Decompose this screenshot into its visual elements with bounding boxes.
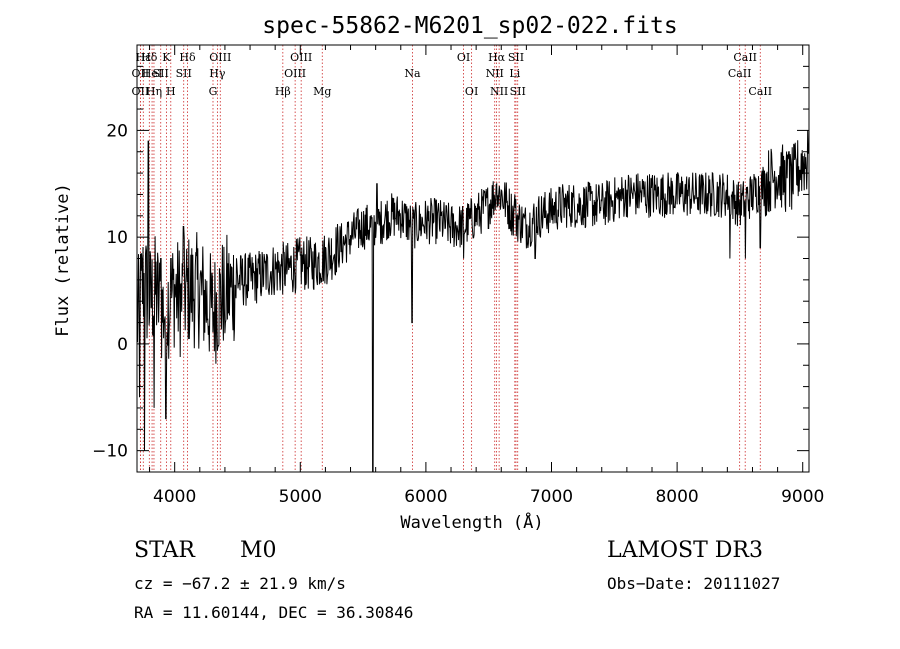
line-label: SII [176, 67, 192, 80]
y-tick-label: 10 [106, 228, 128, 248]
x-tick-label: 9000 [781, 487, 824, 507]
line-label: Mg [313, 85, 331, 98]
coordinates: RA = 11.60144, DEC = 36.30846 [134, 603, 414, 622]
line-label: NII [486, 67, 504, 80]
redshift-cz: cz = −67.2 ± 21.9 km/s [134, 574, 346, 593]
x-tick-label: 8000 [655, 487, 698, 507]
x-axis-label: Wavelength (Å) [400, 511, 543, 533]
line-label: Hα [488, 51, 506, 64]
y-axis: −10 0 10 20 [92, 44, 809, 473]
line-label: Hγ [209, 67, 226, 80]
line-label: Hε [136, 51, 152, 64]
line-label: CaII [728, 67, 752, 80]
line-label: OIII [284, 67, 306, 80]
line-label: CaII [748, 85, 772, 98]
x-tick-label: 5000 [279, 487, 322, 507]
line-label: Hη [146, 85, 162, 98]
line-label: Li [509, 67, 520, 80]
y-tick-label: −10 [92, 442, 128, 462]
x-tick-label: 6000 [404, 487, 447, 507]
line-label: NII [490, 85, 508, 98]
line-label: OII [132, 85, 150, 98]
line-label: OI [457, 51, 470, 64]
line-label: SII [153, 67, 169, 80]
object-class: STAR [134, 538, 195, 563]
x-tick-label: 4000 [153, 487, 196, 507]
line-label: Hδ [141, 51, 158, 64]
x-axis: 4000 5000 6000 7000 8000 9000 [149, 45, 824, 507]
line-label: H [166, 85, 176, 98]
line-label: Hβ [275, 85, 291, 98]
spectrum-line [136, 130, 809, 473]
survey-name: LAMOST DR3 [607, 538, 763, 563]
line-label: CaII [733, 51, 757, 64]
y-axis-label: Flux (relative) [53, 183, 73, 337]
line-label: HeI [142, 67, 162, 80]
chart-title: spec-55862-M6201_sp02-022.fits [262, 13, 677, 39]
plot-frame [136, 44, 810, 473]
line-label: SII [510, 85, 526, 98]
object-subclass: M0 [240, 538, 277, 563]
x-tick-label: 7000 [530, 487, 573, 507]
obs-date: Obs−Date: 20111027 [607, 574, 781, 593]
line-label: OIII [290, 51, 312, 64]
line-label: Hδ [179, 51, 196, 64]
line-label: OIII [209, 51, 231, 64]
line-label: OII [132, 67, 150, 80]
line-label: Na [404, 67, 421, 80]
line-label: OI [465, 85, 478, 98]
y-tick-label: 0 [117, 335, 128, 355]
y-tick-label: 20 [106, 121, 128, 141]
line-label: K [162, 51, 171, 64]
line-label: G [209, 85, 218, 98]
line-label: SII [508, 51, 524, 64]
